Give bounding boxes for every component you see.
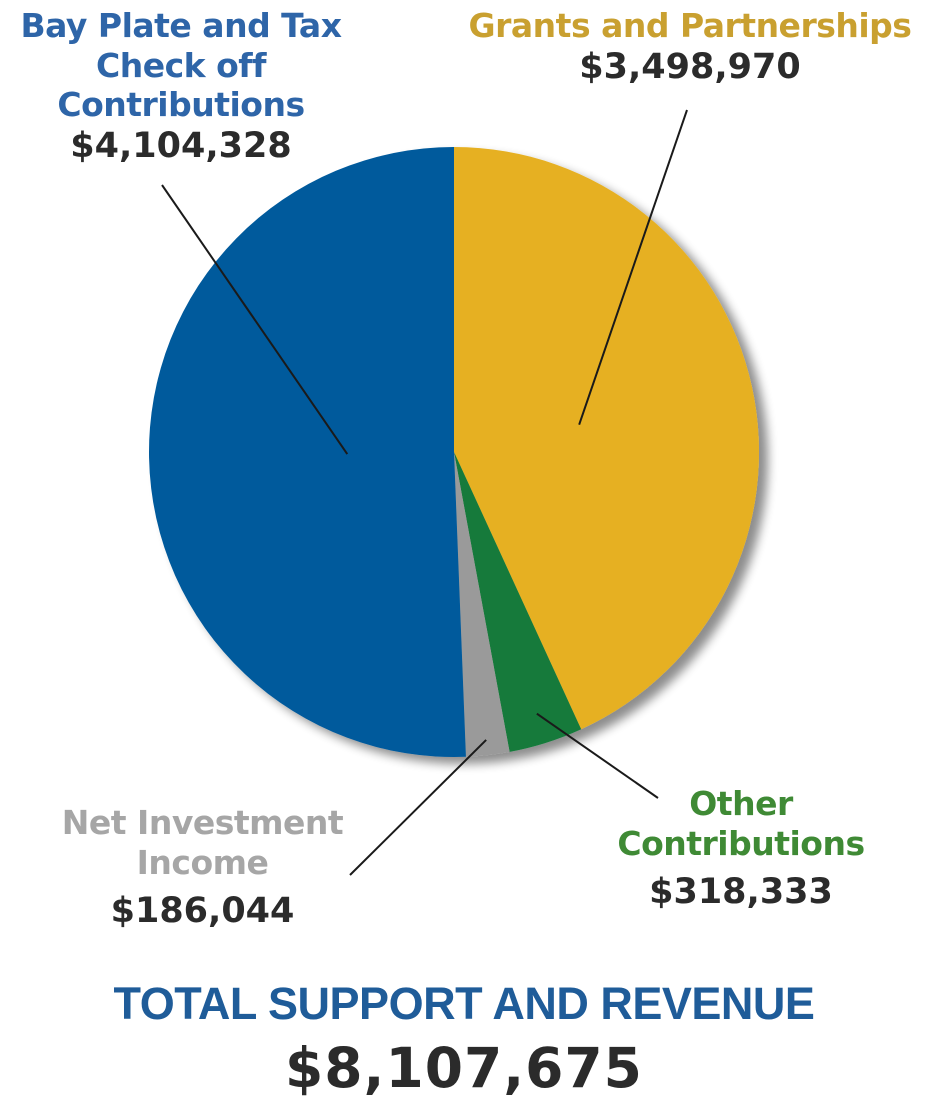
label-investment-name-line2: Income <box>136 842 269 882</box>
leader-line-other <box>536 712 659 799</box>
label-other-name-line1: Other <box>689 784 793 823</box>
label-investment-name-line1: Net Investment <box>61 803 344 842</box>
total-value: $8,107,675 <box>285 1036 643 1100</box>
label-other-contributions: Other Contributions $318,333 <box>600 784 882 913</box>
slice-grants-and-partnerships <box>454 147 759 730</box>
leader-line-bay <box>161 184 349 455</box>
label-bay-plate: Bay Plate and Tax Check off Contribution… <box>6 6 356 167</box>
label-grants-value: $3,498,970 <box>579 46 801 87</box>
label-grants-name: Grants and Partnerships <box>468 6 912 45</box>
label-other-value: $318,333 <box>649 872 833 913</box>
slice-net-investment-income <box>454 452 510 757</box>
slice-other-contributions <box>454 452 582 752</box>
label-net-investment-income: Net Investment Income $186,044 <box>40 803 365 932</box>
leader-line-grants <box>578 109 688 425</box>
total-title: TOTAL SUPPORT AND REVENUE <box>113 978 815 1029</box>
label-grants-and-partnerships: Grants and Partnerships $3,498,970 <box>456 6 924 88</box>
label-bay-value: $4,104,328 <box>70 125 292 166</box>
slice-bay-plate-contributions <box>149 147 466 757</box>
label-bay-name-line2: Check off <box>96 45 266 85</box>
leader-line-investment <box>349 739 487 876</box>
label-investment-value: $186,044 <box>110 891 295 932</box>
label-other-name-line2: Contributions <box>617 823 865 863</box>
label-bay-name-line1: Bay Plate and Tax <box>20 6 342 45</box>
label-bay-name-line3: Contributions <box>57 85 305 125</box>
